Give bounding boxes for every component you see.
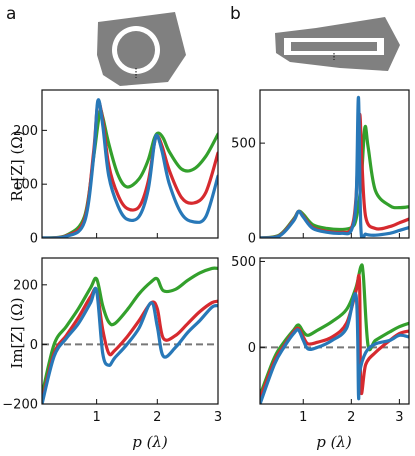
x-tick-label: 2 (153, 410, 161, 425)
ring-antenna-icon (97, 12, 186, 86)
axes-frame (41, 257, 219, 405)
panel-b-re: 0 500 (231, 89, 410, 247)
panel-b-im: 1 2 3 0 500 (231, 255, 410, 425)
series-line-green (42, 266, 218, 397)
x-tick-label: 2 (347, 410, 355, 425)
y-tick-label: 200 (13, 278, 38, 293)
slot-antenna-icon (275, 17, 400, 71)
series-group (42, 98, 218, 238)
series-group (260, 95, 409, 238)
y-tick-label: −200 (2, 398, 38, 413)
series-line-blue (42, 286, 218, 404)
x-tick-label: 1 (92, 410, 100, 425)
series-group (260, 263, 409, 404)
series-line-blue (42, 98, 218, 238)
y-tick-label: 0 (248, 341, 256, 356)
axes-frame (259, 89, 410, 239)
x-tick-label: 3 (395, 410, 403, 425)
plot-area: 0 100 200 1 2 3 −200 0 200 0 500 1 2 3 0 500 (2, 89, 410, 425)
x-axis-label-a: p (λ) (132, 433, 168, 451)
axes-frame (41, 89, 219, 239)
axes-frame (259, 257, 410, 405)
series-line-red (42, 287, 218, 403)
series-line-green (260, 263, 409, 397)
series-line-green (260, 124, 409, 238)
y-tick-label: 0 (30, 338, 38, 353)
y-tick-label: 500 (231, 137, 256, 152)
series-line-blue (260, 95, 409, 238)
series-line-red (260, 273, 409, 401)
series-line-red (260, 112, 409, 238)
x-axis-label-b: p (λ) (316, 433, 352, 451)
series-line-blue (260, 292, 409, 404)
panel-a-im: 1 2 3 −200 0 200 (2, 257, 222, 425)
panel-a-label: a (6, 4, 16, 24)
x-tick-label: 1 (299, 410, 307, 425)
y-axis-label-imag: Im[Z] (Ω) (8, 297, 26, 368)
y-tick-label: 200 (13, 124, 38, 139)
series-group (42, 266, 218, 404)
panel-b-label: b (230, 4, 241, 24)
y-tick-label: 500 (231, 255, 256, 270)
x-tick-label: 3 (214, 410, 222, 425)
y-tick-label: 0 (248, 232, 256, 247)
y-axis-label-real: Re[Z] (Ω) (8, 130, 26, 201)
y-tick-label: 100 (13, 178, 38, 193)
y-tick-label: 0 (30, 232, 38, 247)
panel-a-re: 0 100 200 (13, 89, 219, 247)
